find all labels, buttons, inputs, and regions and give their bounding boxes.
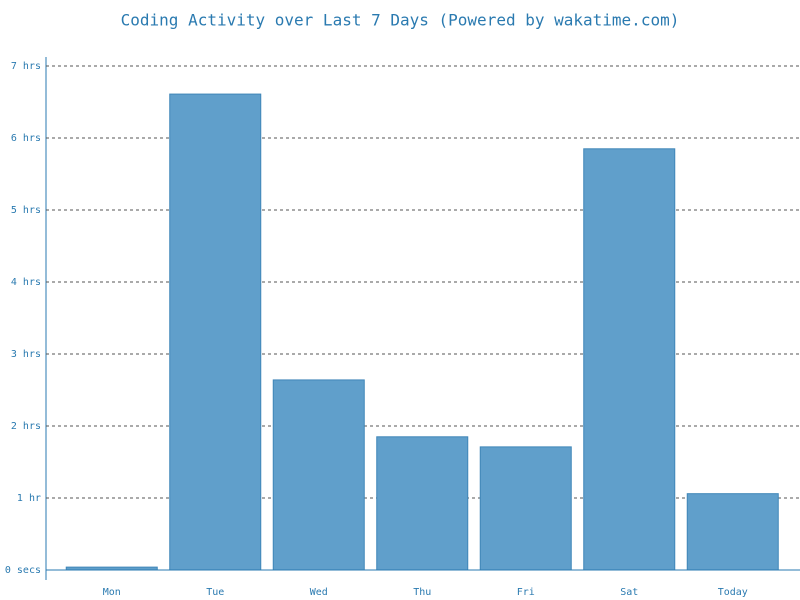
x-tick-label: Today bbox=[718, 587, 748, 598]
bar bbox=[169, 93, 262, 571]
y-tick-label: 6 hrs bbox=[11, 133, 41, 144]
x-tick-label: Fri bbox=[517, 587, 535, 598]
y-tick-label: 4 hrs bbox=[11, 277, 41, 288]
bar bbox=[376, 436, 469, 571]
y-tick-label: 0 secs bbox=[5, 565, 41, 576]
x-tick-label: Thu bbox=[413, 587, 431, 598]
x-tick-label: Tue bbox=[206, 587, 224, 598]
x-tick-label: Sat bbox=[620, 587, 638, 598]
y-tick-label: 3 hrs bbox=[11, 349, 41, 360]
x-tick-label: Mon bbox=[103, 587, 121, 598]
y-tick-label: 1 hr bbox=[17, 493, 41, 504]
bar bbox=[583, 148, 676, 571]
y-tick-label: 7 hrs bbox=[11, 61, 41, 72]
chart-title: Coding Activity over Last 7 Days (Powere… bbox=[121, 11, 680, 30]
y-tick-label: 5 hrs bbox=[11, 205, 41, 216]
bar bbox=[479, 446, 572, 571]
bar bbox=[272, 379, 365, 571]
y-tick-label: 2 hrs bbox=[11, 421, 41, 432]
x-tick-label: Wed bbox=[310, 587, 328, 598]
bar bbox=[686, 493, 779, 571]
